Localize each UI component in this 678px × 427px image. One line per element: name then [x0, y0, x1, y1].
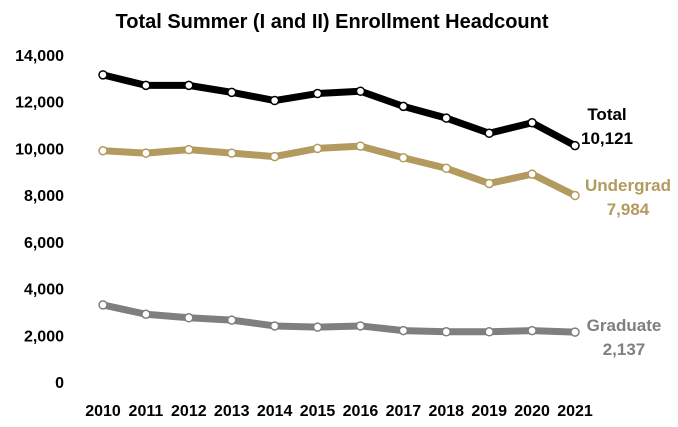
series-layer	[98, 70, 580, 337]
data-point	[98, 70, 108, 80]
x-tick-label: 2010	[85, 403, 121, 420]
x-tick-label: 2011	[129, 403, 164, 420]
x-tick-label: 2013	[214, 403, 250, 420]
data-point	[312, 143, 323, 154]
y-tick-label: 0	[55, 375, 64, 392]
data-point	[226, 315, 237, 325]
data-point	[98, 146, 108, 156]
data-point	[441, 113, 452, 123]
data-point	[570, 140, 580, 151]
series-end-value-label: 10,121	[581, 129, 633, 148]
x-tick-label: 2014	[257, 403, 293, 420]
data-point	[355, 321, 366, 331]
data-point	[269, 321, 280, 331]
series-end-value-label: 2,137	[603, 340, 646, 359]
y-tick-label: 4,000	[24, 282, 64, 299]
data-point	[398, 101, 409, 112]
data-point	[184, 313, 194, 323]
data-point	[484, 178, 494, 189]
series-line	[99, 71, 579, 150]
series-line	[99, 142, 579, 200]
series-total	[98, 70, 580, 151]
data-point	[441, 327, 452, 337]
data-point	[98, 300, 108, 310]
data-point	[184, 80, 194, 91]
data-point	[226, 87, 237, 98]
data-point	[441, 163, 452, 174]
data-point	[484, 327, 494, 337]
data-point	[269, 151, 280, 162]
y-tick-label: 10,000	[15, 141, 64, 158]
data-point	[527, 169, 537, 179]
data-point	[141, 148, 151, 158]
data-point	[484, 128, 494, 138]
x-tick-label: 2017	[386, 403, 422, 420]
y-tick-label: 8,000	[24, 188, 64, 205]
data-point	[141, 80, 151, 91]
x-axis: 2010 2011 2012 2013 2014 2015 2016 2017 2018 2019…	[85, 403, 593, 420]
data-point	[527, 117, 537, 128]
data-point	[312, 88, 323, 99]
x-tick-label: 2020	[514, 403, 550, 420]
x-tick-label: 2015	[300, 403, 336, 420]
x-tick-label: 2018	[428, 403, 464, 420]
series-name-label: Graduate	[587, 316, 662, 335]
data-point	[527, 325, 537, 336]
series-name-label: Undergrad	[585, 176, 671, 195]
data-point	[184, 144, 194, 155]
data-point	[312, 322, 323, 332]
data-point	[226, 148, 237, 158]
y-tick-label: 14,000	[15, 48, 64, 65]
x-tick-label: 2012	[171, 403, 207, 420]
x-tick-label: 2016	[343, 403, 379, 420]
series-end-value-label: 7,984	[607, 200, 650, 219]
data-point	[398, 153, 409, 163]
data-point	[355, 141, 366, 151]
series-line	[99, 301, 579, 336]
y-tick-label: 2,000	[24, 328, 64, 345]
chart-title: Total Summer (I and II) Enrollment Headc…	[116, 11, 549, 33]
y-tick-label: 6,000	[24, 235, 64, 252]
data-point	[398, 325, 409, 336]
data-point	[141, 309, 151, 320]
x-tick-label: 2019	[471, 403, 507, 420]
data-point	[355, 86, 366, 96]
end-labels: Total 10,121 Undergrad 7,984 Graduate 2,137	[581, 105, 671, 359]
data-point	[269, 95, 280, 106]
y-axis: 0 2,000 4,000 6,000 8,000 10,000 12,000 14,000	[15, 48, 64, 392]
series-name-label: Total	[587, 105, 626, 124]
x-tick-label: 2021	[557, 403, 593, 420]
y-tick-label: 12,000	[15, 95, 64, 112]
data-point	[570, 190, 580, 201]
series-graduate	[98, 300, 580, 337]
series-undergrad	[98, 141, 580, 201]
data-point	[570, 327, 580, 337]
